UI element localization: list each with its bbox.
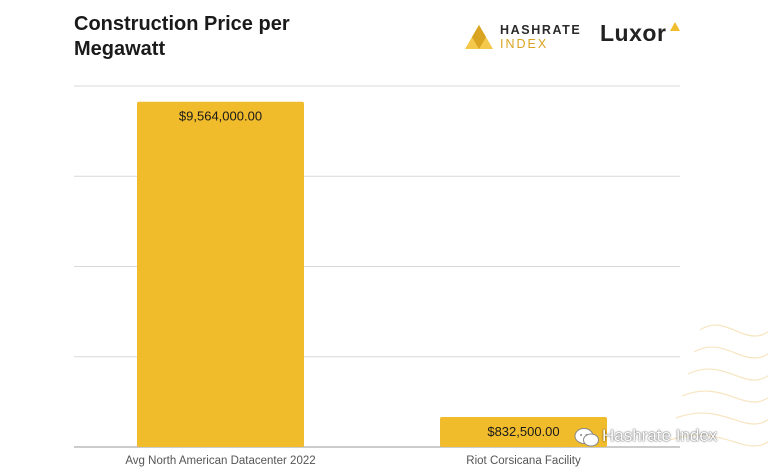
hashrate-logo-line1: HASHRATE xyxy=(500,23,582,37)
decorative-wave-line xyxy=(687,368,768,381)
hashrate-logo-line2: INDEX xyxy=(500,37,549,51)
x-tick-label: Avg North American Datacenter 2022 xyxy=(125,455,315,467)
bar-data-label: $9,564,000.00 xyxy=(179,109,262,124)
chart-bars xyxy=(137,101,607,448)
decorative-wave-line xyxy=(693,346,768,359)
chart-title: Construction Price per Megawatt xyxy=(74,13,290,60)
wechat-icon xyxy=(574,428,599,447)
decorative-wave-line xyxy=(675,412,768,425)
decorative-waves xyxy=(669,324,768,447)
luxor-logo-text: Luxor xyxy=(600,20,667,46)
hashrate-index-logo: HASHRATE INDEX xyxy=(464,22,584,52)
bar xyxy=(137,101,304,448)
decorative-wave-line xyxy=(699,324,768,337)
hashrate-triangle-icon xyxy=(465,25,493,49)
chart-labels: $9,564,000.00 Avg North American Datacent… xyxy=(125,109,581,467)
bar-data-label: $832,500.00 xyxy=(487,424,559,439)
bar xyxy=(440,416,607,447)
luxor-logo: Luxor xyxy=(600,20,680,52)
x-tick-label: Riot Corsicana Facility xyxy=(466,455,581,467)
watermark-text: Hashrate Index xyxy=(602,426,718,445)
decorative-wave-line xyxy=(681,390,768,403)
decorative-wave-line xyxy=(669,434,768,447)
luxor-triangle-icon xyxy=(670,22,680,31)
